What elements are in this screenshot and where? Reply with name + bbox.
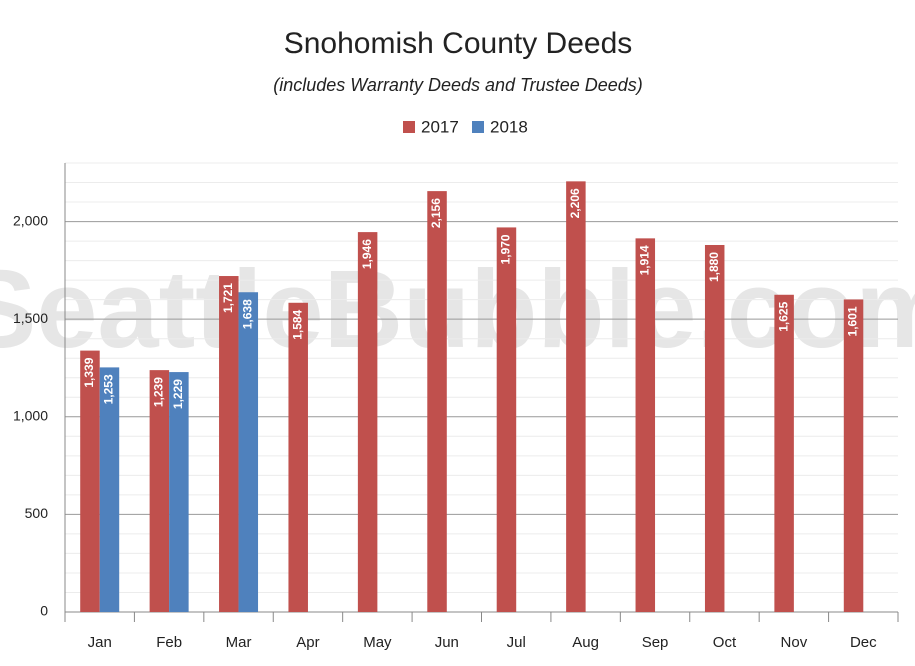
value-label: 1,914 bbox=[637, 245, 651, 275]
bar bbox=[80, 350, 100, 612]
value-label: 1,229 bbox=[171, 379, 185, 409]
bar bbox=[99, 367, 120, 612]
chart-title: Snohomish County Deeds bbox=[284, 27, 633, 60]
value-label: 1,880 bbox=[707, 252, 721, 282]
x-tick-label: Sep bbox=[642, 634, 669, 651]
x-tick-label: Jan bbox=[88, 634, 112, 651]
bar bbox=[704, 244, 725, 612]
bar bbox=[288, 302, 308, 612]
y-tick-label: 1,000 bbox=[13, 407, 48, 423]
legend-label: 2018 bbox=[490, 117, 528, 136]
x-tick-label: Dec bbox=[850, 634, 877, 651]
bar bbox=[496, 227, 517, 612]
bar bbox=[635, 238, 656, 612]
value-label: 2,156 bbox=[429, 198, 443, 228]
x-tick-label: Mar bbox=[226, 634, 252, 651]
x-tick-label: Apr bbox=[296, 634, 319, 651]
x-tick-label: May bbox=[363, 634, 392, 651]
value-label: 1,239 bbox=[152, 377, 166, 407]
value-label: 1,721 bbox=[221, 283, 235, 313]
bar bbox=[149, 370, 170, 612]
value-label: 1,339 bbox=[82, 357, 96, 387]
x-tick-label: Nov bbox=[781, 634, 808, 651]
x-tick-label: Jul bbox=[507, 634, 526, 651]
value-label: 1,946 bbox=[360, 239, 374, 269]
legend-swatch bbox=[403, 121, 415, 133]
bar bbox=[238, 292, 259, 612]
bar bbox=[427, 191, 447, 612]
value-label: 1,625 bbox=[776, 301, 790, 331]
x-tick-label: Aug bbox=[572, 634, 599, 651]
y-tick-label: 2,000 bbox=[13, 212, 48, 228]
chart-subtitle: (includes Warranty Deeds and Trustee Dee… bbox=[273, 75, 643, 95]
watermark: SeattleBubble.com bbox=[0, 248, 915, 371]
y-tick-label: 500 bbox=[25, 505, 49, 521]
bar bbox=[219, 276, 239, 612]
bar bbox=[357, 232, 378, 612]
value-label: 1,601 bbox=[846, 306, 860, 336]
x-tick-label: Feb bbox=[156, 634, 182, 651]
legend-label: 2017 bbox=[421, 117, 459, 136]
bar bbox=[843, 299, 864, 612]
value-label: 1,638 bbox=[240, 299, 254, 329]
x-tick-label: Jun bbox=[435, 634, 459, 651]
bar bbox=[774, 294, 794, 612]
value-label: 1,253 bbox=[102, 374, 116, 404]
bar bbox=[566, 181, 586, 612]
value-label: 1,970 bbox=[499, 234, 513, 264]
bar bbox=[169, 372, 189, 612]
value-label: 1,584 bbox=[290, 309, 304, 339]
x-tick-label: Oct bbox=[713, 634, 737, 651]
y-tick-label: 0 bbox=[40, 603, 48, 619]
legend-swatch bbox=[472, 121, 484, 133]
y-tick-label: 1,500 bbox=[13, 310, 48, 326]
value-label: 2,206 bbox=[568, 188, 582, 218]
